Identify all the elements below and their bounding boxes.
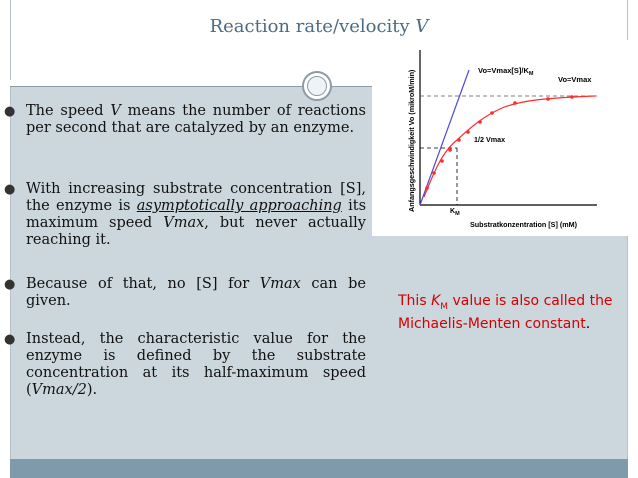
graph-half-vmax-label: 1/2 Vmax: [474, 135, 505, 144]
curve-point: [478, 120, 482, 124]
bullet-dot-icon: ●: [4, 277, 16, 292]
km-note: This KM value is also called the Michael…: [398, 293, 613, 332]
bullet-item: ● The speed V means the number of reacti…: [4, 103, 366, 136]
graph-y-label: Anfangsgeschwindigkeit Vo (mikroM/min): [407, 69, 416, 212]
curve-point: [490, 111, 494, 115]
bullet-dot-icon: ●: [4, 182, 16, 197]
curve-point: [432, 171, 436, 175]
graph-svg: Anfangsgeschwindigkeit Vo (mikroM/min): [407, 50, 597, 229]
bullet-dot-icon: ●: [4, 332, 16, 347]
bullet-item: ● Because of that, no [S] for Vmax can b…: [4, 276, 366, 309]
curve-point: [425, 186, 429, 190]
bullet-dot-icon: ●: [4, 104, 16, 119]
graph-km-label: KM: [450, 208, 460, 217]
curve-point: [546, 97, 550, 101]
graph-x-label: Substratkonzentration [S] (mM): [470, 220, 578, 229]
slide-title: Reaction rate/velocity V: [209, 16, 429, 37]
curve-point: [448, 148, 452, 152]
bullet-item: ● With increasing substrate concentratio…: [4, 181, 367, 248]
footer-band: [10, 459, 628, 478]
bullet-item: ● Instead, the characteristic value for …: [4, 331, 366, 398]
initial-slope-line: [419, 69, 470, 206]
divider-ornament-inner: [307, 76, 327, 96]
curve-points: [425, 95, 574, 190]
mm-curve: [423, 95, 596, 198]
michaelis-menten-graph: Anfangsgeschwindigkeit Vo (mikroM/min): [372, 40, 634, 236]
curve-point: [466, 130, 470, 134]
curve-point: [457, 138, 461, 142]
curve-point: [513, 101, 517, 105]
graph-vmax-label: Vo=Vmax: [558, 75, 592, 84]
curve-point: [440, 159, 444, 163]
graph-line-label: Vo=Vmax[S]/KM: [478, 66, 534, 77]
curve-point: [570, 95, 574, 99]
